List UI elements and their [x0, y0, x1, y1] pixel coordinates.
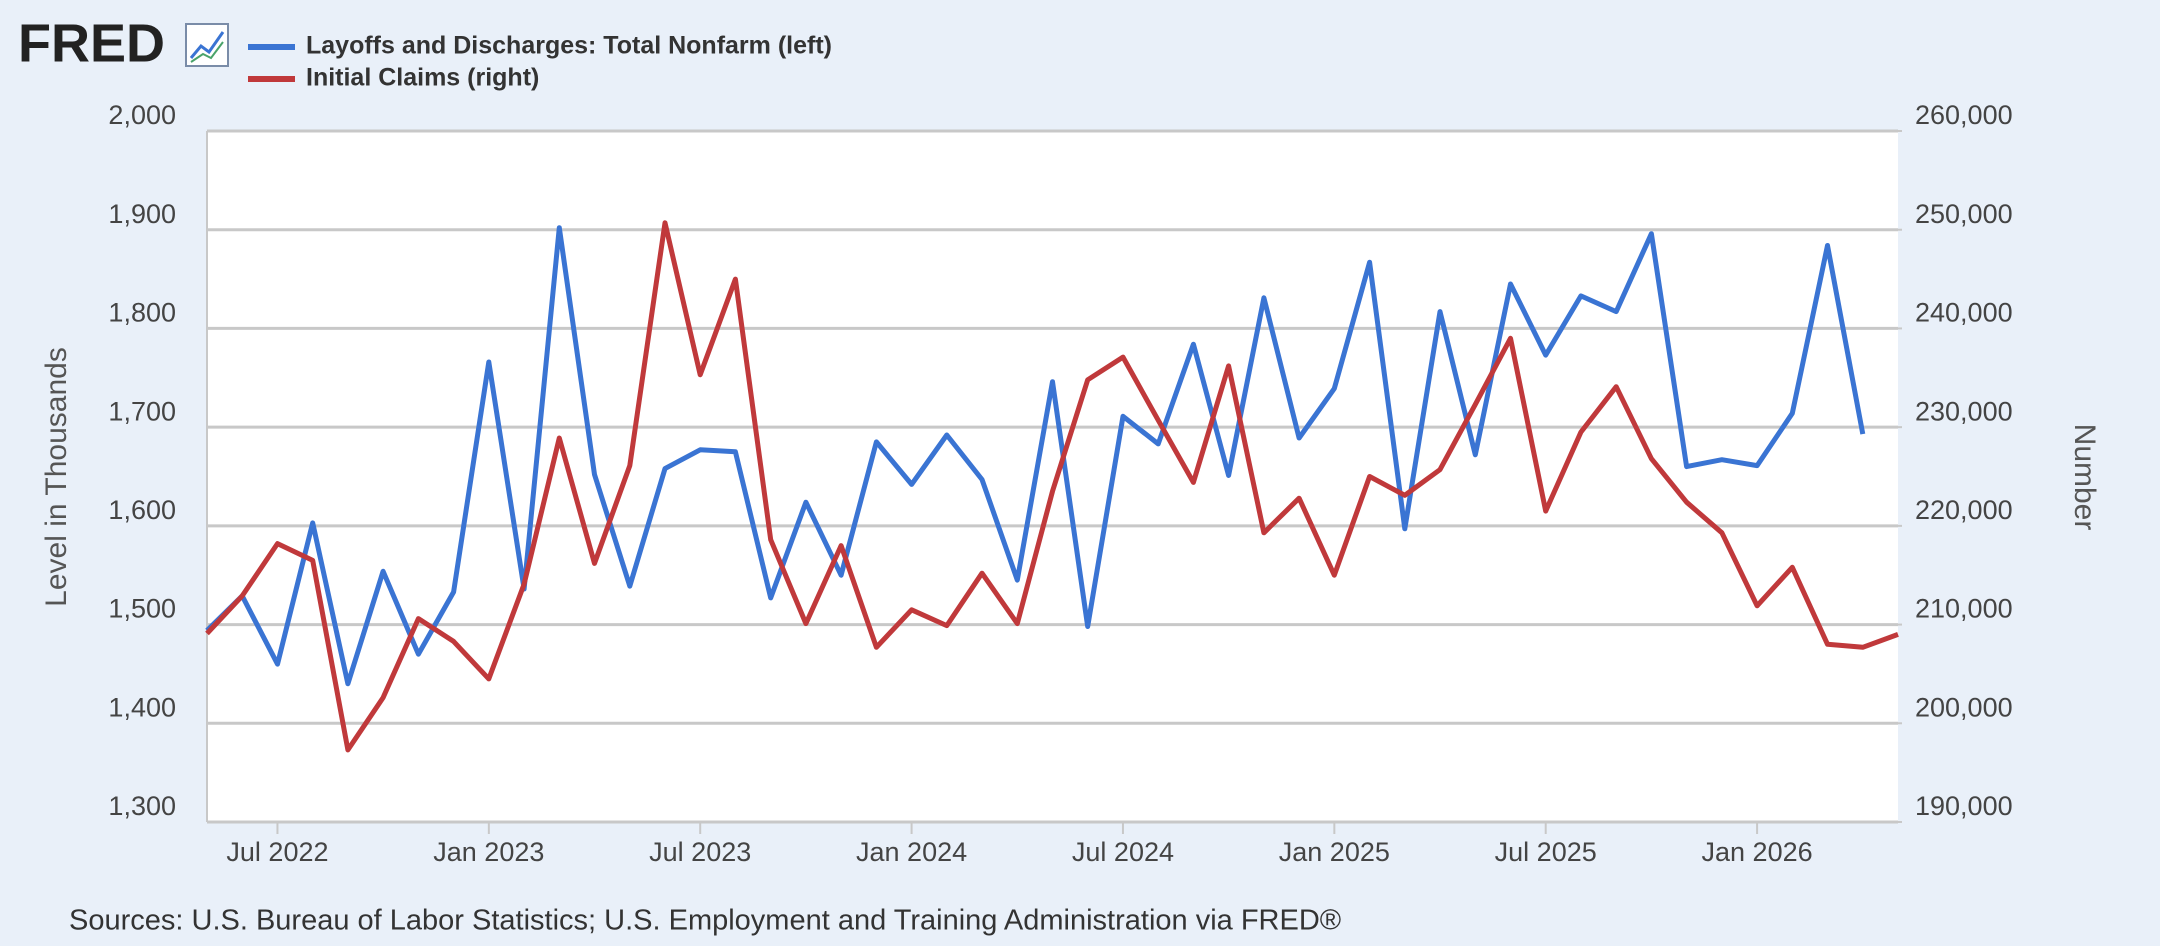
y-tick-label: 1,900	[108, 199, 176, 229]
y-tick-label: 1,800	[108, 298, 176, 328]
series-line	[205, 225, 1866, 687]
y2-axis-title: Number	[2068, 424, 2101, 531]
x-tick-label: Jul 2024	[1072, 837, 1174, 867]
x-tick-label: Jul 2025	[1495, 837, 1597, 867]
y-tick-label: 1,300	[108, 791, 176, 821]
x-tick-label: Jul 2023	[649, 837, 751, 867]
legend-label: Layoffs and Discharges: Total Nonfarm (l…	[306, 32, 832, 60]
y-axis-title: Level in Thousands	[40, 347, 73, 607]
legend-label: Initial Claims (right)	[306, 64, 539, 92]
y2-tick-label: 190,000	[1915, 791, 2013, 821]
x-tick-label: Jan 2026	[1702, 837, 1813, 867]
y2-tick-label: 260,000	[1915, 100, 2013, 130]
source-note: Sources: U.S. Bureau of Labor Statistics…	[69, 905, 1341, 937]
y2-tick-label: 220,000	[1915, 495, 2013, 525]
y2-tick-label: 230,000	[1915, 396, 2013, 426]
x-tick-label: Jul 2022	[226, 837, 328, 867]
y2-tick-label: 200,000	[1915, 692, 2013, 722]
y-tick-label: 2,000	[108, 100, 176, 130]
y2-tick-label: 210,000	[1915, 594, 2013, 624]
y-tick-label: 1,600	[108, 495, 176, 525]
y-tick-label: 1,400	[108, 692, 176, 722]
y-tick-label: 1,700	[108, 396, 176, 426]
logo: FRED	[18, 13, 165, 73]
series-line	[205, 220, 1899, 753]
y2-tick-label: 240,000	[1915, 298, 2013, 328]
x-tick-label: Jan 2025	[1279, 837, 1390, 867]
x-tick-label: Jan 2023	[433, 837, 544, 867]
y2-tick-label: 250,000	[1915, 199, 2013, 229]
logo-icon	[185, 23, 229, 67]
plot-area	[207, 131, 1898, 822]
y-tick-label: 1,500	[108, 594, 176, 624]
x-tick-label: Jan 2024	[856, 837, 967, 867]
